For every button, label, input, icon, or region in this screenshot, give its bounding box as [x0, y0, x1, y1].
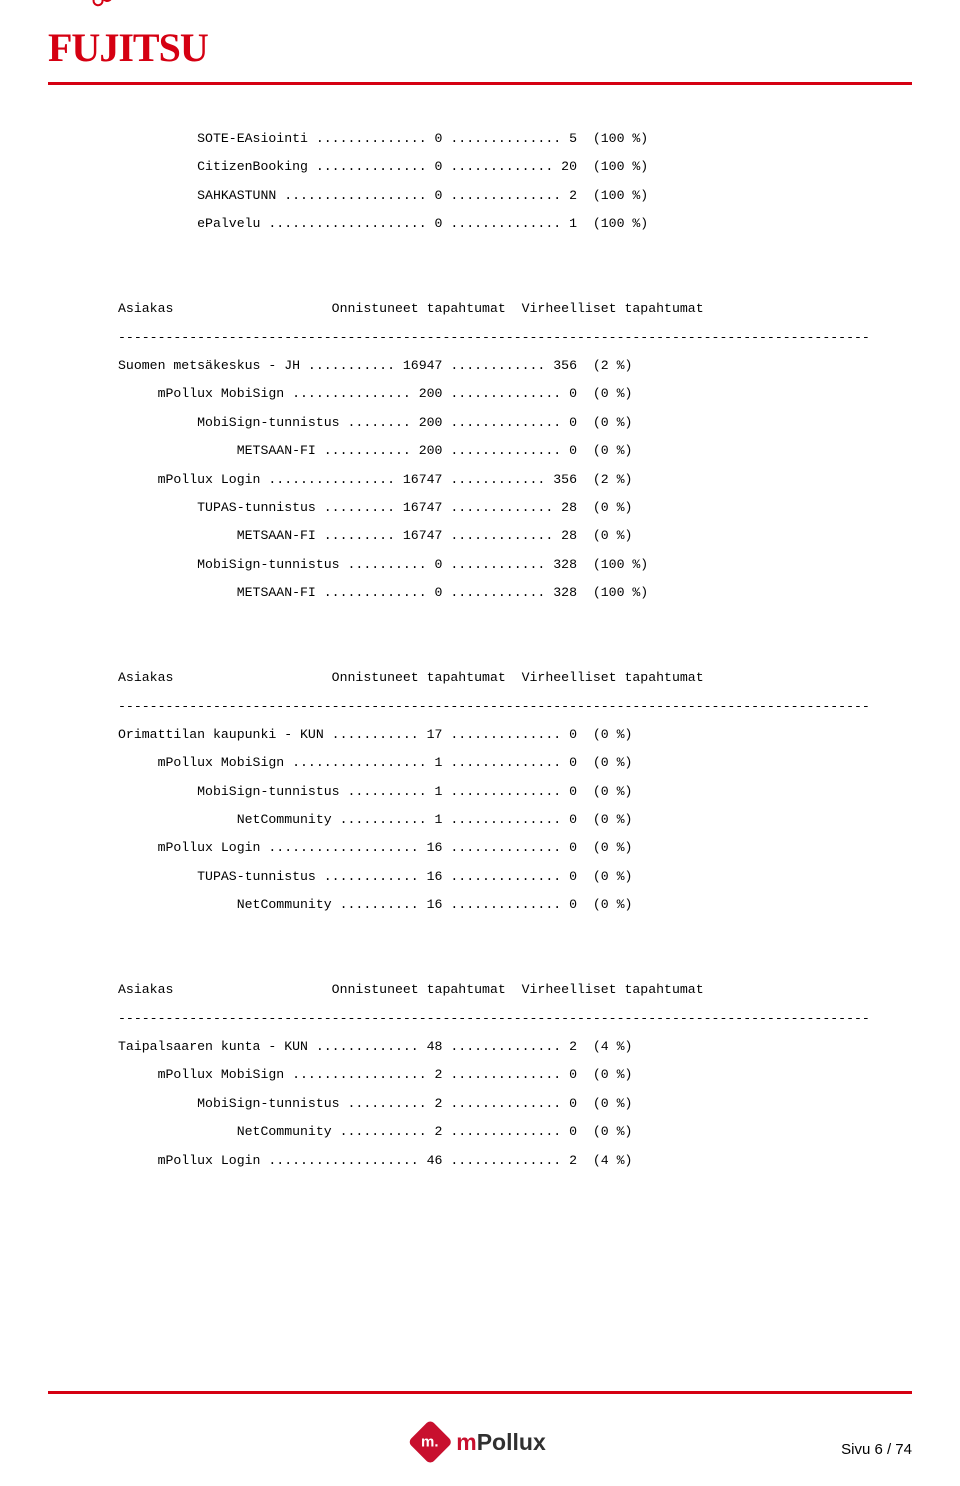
header-rule [48, 82, 912, 85]
page-container: FUJITSU SOTE-EAsiointi .............. 0 … [0, 0, 960, 1486]
report-body: SOTE-EAsiointi .............. 0 ........… [118, 125, 902, 1175]
fujitsu-logo-infinity-icon [91, 0, 112, 10]
page-number: Sivu 6 / 74 [841, 1441, 912, 1458]
footer-rule [48, 1391, 912, 1394]
mpollux-logo: m. mPollux [414, 1426, 545, 1458]
footer: m. mPollux Sivu 6 / 74 [48, 1408, 912, 1458]
fujitsu-logo-text: FUJITSU [48, 28, 208, 68]
mpollux-logo-text: mPollux [456, 1429, 545, 1456]
header-logo: FUJITSU [48, 28, 912, 68]
mpollux-mark-icon: m. [408, 1419, 453, 1464]
mpollux-mark-letter: m. [422, 1433, 440, 1450]
